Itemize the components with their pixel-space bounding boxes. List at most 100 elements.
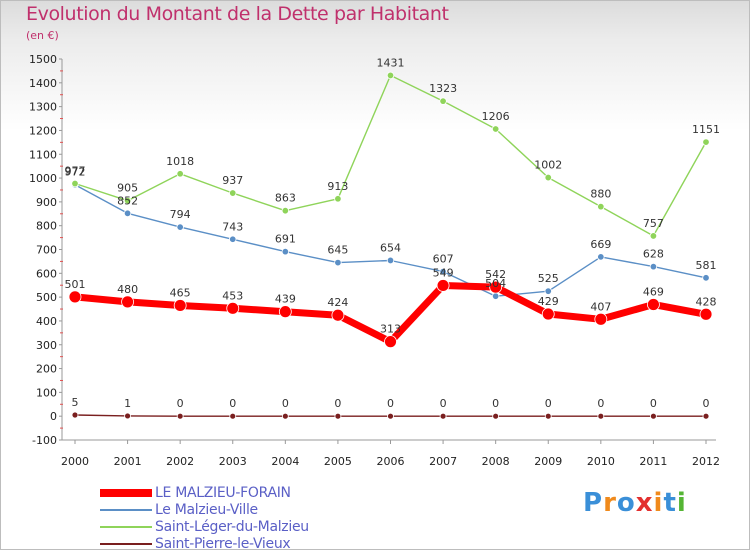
data-label: 429 xyxy=(538,295,559,308)
chart-subtitle: (en €) xyxy=(26,29,59,42)
legend-item: Le Malzieu-Ville xyxy=(100,502,400,519)
data-label: 628 xyxy=(643,248,664,261)
data-point xyxy=(334,258,342,267)
data-label: 0 xyxy=(650,397,657,410)
data-label: 542 xyxy=(485,268,506,281)
data-point xyxy=(123,209,132,218)
data-label: 453 xyxy=(222,289,243,302)
logo-letter: t xyxy=(663,488,677,518)
data-point xyxy=(649,262,658,271)
data-point xyxy=(386,256,395,265)
x-tick-label: 2006 xyxy=(377,455,405,468)
x-tick-label: 2000 xyxy=(61,455,89,468)
x-tick-label: 2007 xyxy=(429,455,457,468)
y-tick-label: 1300 xyxy=(29,101,57,114)
data-point xyxy=(436,279,450,292)
data-point xyxy=(387,412,394,420)
data-label: 852 xyxy=(117,194,138,207)
data-label: 0 xyxy=(597,397,604,410)
y-tick-label: 700 xyxy=(36,244,57,257)
data-point xyxy=(702,274,710,282)
data-point xyxy=(176,170,184,178)
data-label: 549 xyxy=(433,266,454,279)
data-point xyxy=(229,235,237,243)
y-tick-label: 900 xyxy=(36,196,57,209)
data-point xyxy=(597,202,605,211)
data-label: 439 xyxy=(275,293,296,306)
data-label: 1018 xyxy=(166,155,194,168)
data-point xyxy=(544,412,552,420)
data-point xyxy=(124,412,131,420)
y-tick-label: 800 xyxy=(36,220,57,233)
y-tick-label: -100 xyxy=(32,434,57,447)
data-point xyxy=(229,189,237,197)
logo-letter: i xyxy=(676,488,687,518)
data-label: 0 xyxy=(177,397,184,410)
data-point xyxy=(123,196,132,205)
data-label: 937 xyxy=(222,174,243,187)
data-point xyxy=(541,307,555,321)
series-line xyxy=(74,183,707,297)
data-point xyxy=(491,292,500,300)
data-point xyxy=(229,412,237,420)
data-label: 428 xyxy=(696,295,717,308)
data-label: 1431 xyxy=(377,56,405,69)
data-point xyxy=(492,412,500,420)
data-label: 654 xyxy=(380,241,401,254)
data-point xyxy=(281,412,289,420)
legend-swatch xyxy=(100,489,152,497)
data-point xyxy=(439,97,447,105)
data-point xyxy=(331,308,345,322)
legend-swatch xyxy=(100,525,152,529)
logo-letter: o xyxy=(616,488,636,518)
data-label: 1206 xyxy=(482,110,510,123)
data-label: 913 xyxy=(327,180,348,193)
legend-label: LE MALZIEU-FORAIN xyxy=(155,485,291,501)
data-point xyxy=(71,411,79,419)
x-tick-label: 2010 xyxy=(587,455,615,468)
data-point xyxy=(491,125,500,133)
data-label: 757 xyxy=(643,217,664,230)
legend-label: Saint-Léger-du-Malzieu xyxy=(155,519,309,535)
y-tick-label: 1200 xyxy=(29,124,57,137)
data-label: 972 xyxy=(65,166,86,179)
data-point xyxy=(647,298,660,311)
data-label: 0 xyxy=(492,397,499,410)
y-tick-label: 300 xyxy=(36,339,57,352)
x-tick-label: 2012 xyxy=(692,455,720,468)
data-label: 581 xyxy=(696,259,717,272)
y-tick-label: 200 xyxy=(36,363,57,376)
data-label: 1151 xyxy=(692,123,720,136)
data-label: 607 xyxy=(433,253,454,266)
data-label: 0 xyxy=(703,397,710,410)
y-tick-label: 1500 xyxy=(29,53,57,66)
data-label: 977 xyxy=(65,165,86,178)
data-label: 905 xyxy=(117,182,138,195)
x-tick-label: 2008 xyxy=(482,455,510,468)
data-label: 504 xyxy=(485,277,506,290)
data-label: 0 xyxy=(387,397,394,410)
data-label: 0 xyxy=(334,397,341,410)
data-label: 1 xyxy=(124,397,131,410)
data-label: 743 xyxy=(222,220,243,233)
data-point xyxy=(281,206,290,215)
data-label: 0 xyxy=(282,397,289,410)
data-point xyxy=(649,232,658,240)
data-point xyxy=(176,223,184,231)
y-tick-label: 100 xyxy=(36,386,57,399)
x-tick-label: 2011 xyxy=(639,455,667,468)
legend-label: Le Malzieu-Ville xyxy=(155,502,258,518)
data-point xyxy=(597,253,605,261)
y-tick-label: 600 xyxy=(36,267,57,280)
data-label: 525 xyxy=(538,272,559,285)
data-label: 407 xyxy=(590,300,611,313)
data-label: 0 xyxy=(545,397,552,410)
data-point xyxy=(544,173,552,182)
legend-item: Saint-Léger-du-Malzieu xyxy=(100,519,400,536)
data-point xyxy=(226,301,240,315)
data-point xyxy=(702,138,710,146)
data-label: 645 xyxy=(327,244,348,257)
data-point xyxy=(650,412,657,420)
data-label: 1323 xyxy=(429,82,457,95)
